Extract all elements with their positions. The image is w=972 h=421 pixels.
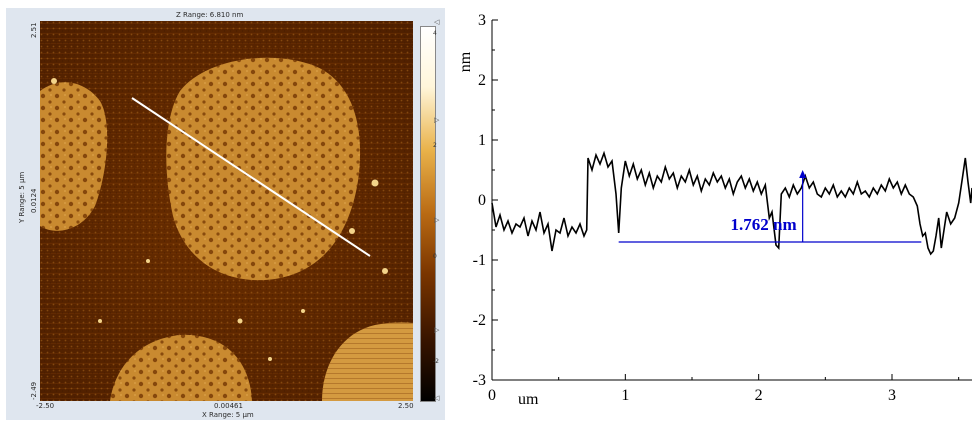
profile-line[interactable] xyxy=(131,97,371,257)
profile-series-line-0 xyxy=(491,150,972,256)
colorbar-tick: -2 xyxy=(433,358,439,365)
step-arrow-head xyxy=(799,170,807,178)
domain-bottom-right xyxy=(322,322,413,401)
x-mid-label: 0.00461 xyxy=(214,402,243,410)
x-tick-label: 2 xyxy=(755,387,763,404)
colorbar-handle-icon[interactable]: ▷ xyxy=(434,326,440,334)
x-axis-unit: um xyxy=(518,391,539,408)
y-tick-label: 1 xyxy=(478,132,486,149)
domain-center xyxy=(166,57,361,281)
domain-left xyxy=(40,82,108,231)
x-range-label: X Range: 5 µm xyxy=(202,411,254,419)
colorbar-handle-top-icon[interactable]: ◁ xyxy=(434,18,440,26)
bright-particles xyxy=(51,78,388,361)
colorbar-handle-icon[interactable]: ▷ xyxy=(434,116,440,124)
x-left-label: -2.50 xyxy=(36,402,55,410)
profile-series xyxy=(491,150,972,256)
y-bottom-label: -2.49 xyxy=(30,381,38,400)
y-tick-label: -1 xyxy=(473,252,486,269)
x-tick-label: 3 xyxy=(888,387,896,404)
y-tick-label: -2 xyxy=(473,312,486,329)
step-height-annotation: 1.762 nm xyxy=(618,170,922,243)
y-tick-label: 0 xyxy=(478,192,486,209)
z-range-label: Z Range: 6.810 nm xyxy=(176,11,244,19)
y-tick-label: 2 xyxy=(478,72,486,89)
x-right-label: 2.50 xyxy=(398,402,414,410)
chart-axes xyxy=(491,20,972,381)
colorbar-tick: 2 xyxy=(433,142,437,149)
x-tick-label: 0 xyxy=(488,387,496,404)
height-colorbar xyxy=(420,26,436,402)
colorbar-tick: 0 xyxy=(433,253,437,260)
y-tick-label: -3 xyxy=(473,372,486,389)
domain-bottom-left xyxy=(110,334,252,401)
afm-image-panel: Z Range: 6.810 nm 2.51 Y Range: 5 µm 0.0… xyxy=(6,8,445,420)
x-tick-label: 1 xyxy=(621,387,629,404)
y-range-label: Y Range: 5 µm xyxy=(18,171,26,223)
y-tick-label: 3 xyxy=(478,12,486,29)
y-top-label: 2.51 xyxy=(30,22,38,38)
y-axis-label: nm xyxy=(457,51,474,72)
colorbar-tick: 4 xyxy=(433,30,437,37)
colorbar-handle-icon[interactable]: ▷ xyxy=(434,216,440,224)
y-mid-label: 0.0124 xyxy=(30,188,38,214)
step-height-label: 1.762 nm xyxy=(731,215,797,234)
afm-height-image xyxy=(40,21,413,401)
colorbar-handle-bottom-icon[interactable]: ◁ xyxy=(434,394,440,402)
